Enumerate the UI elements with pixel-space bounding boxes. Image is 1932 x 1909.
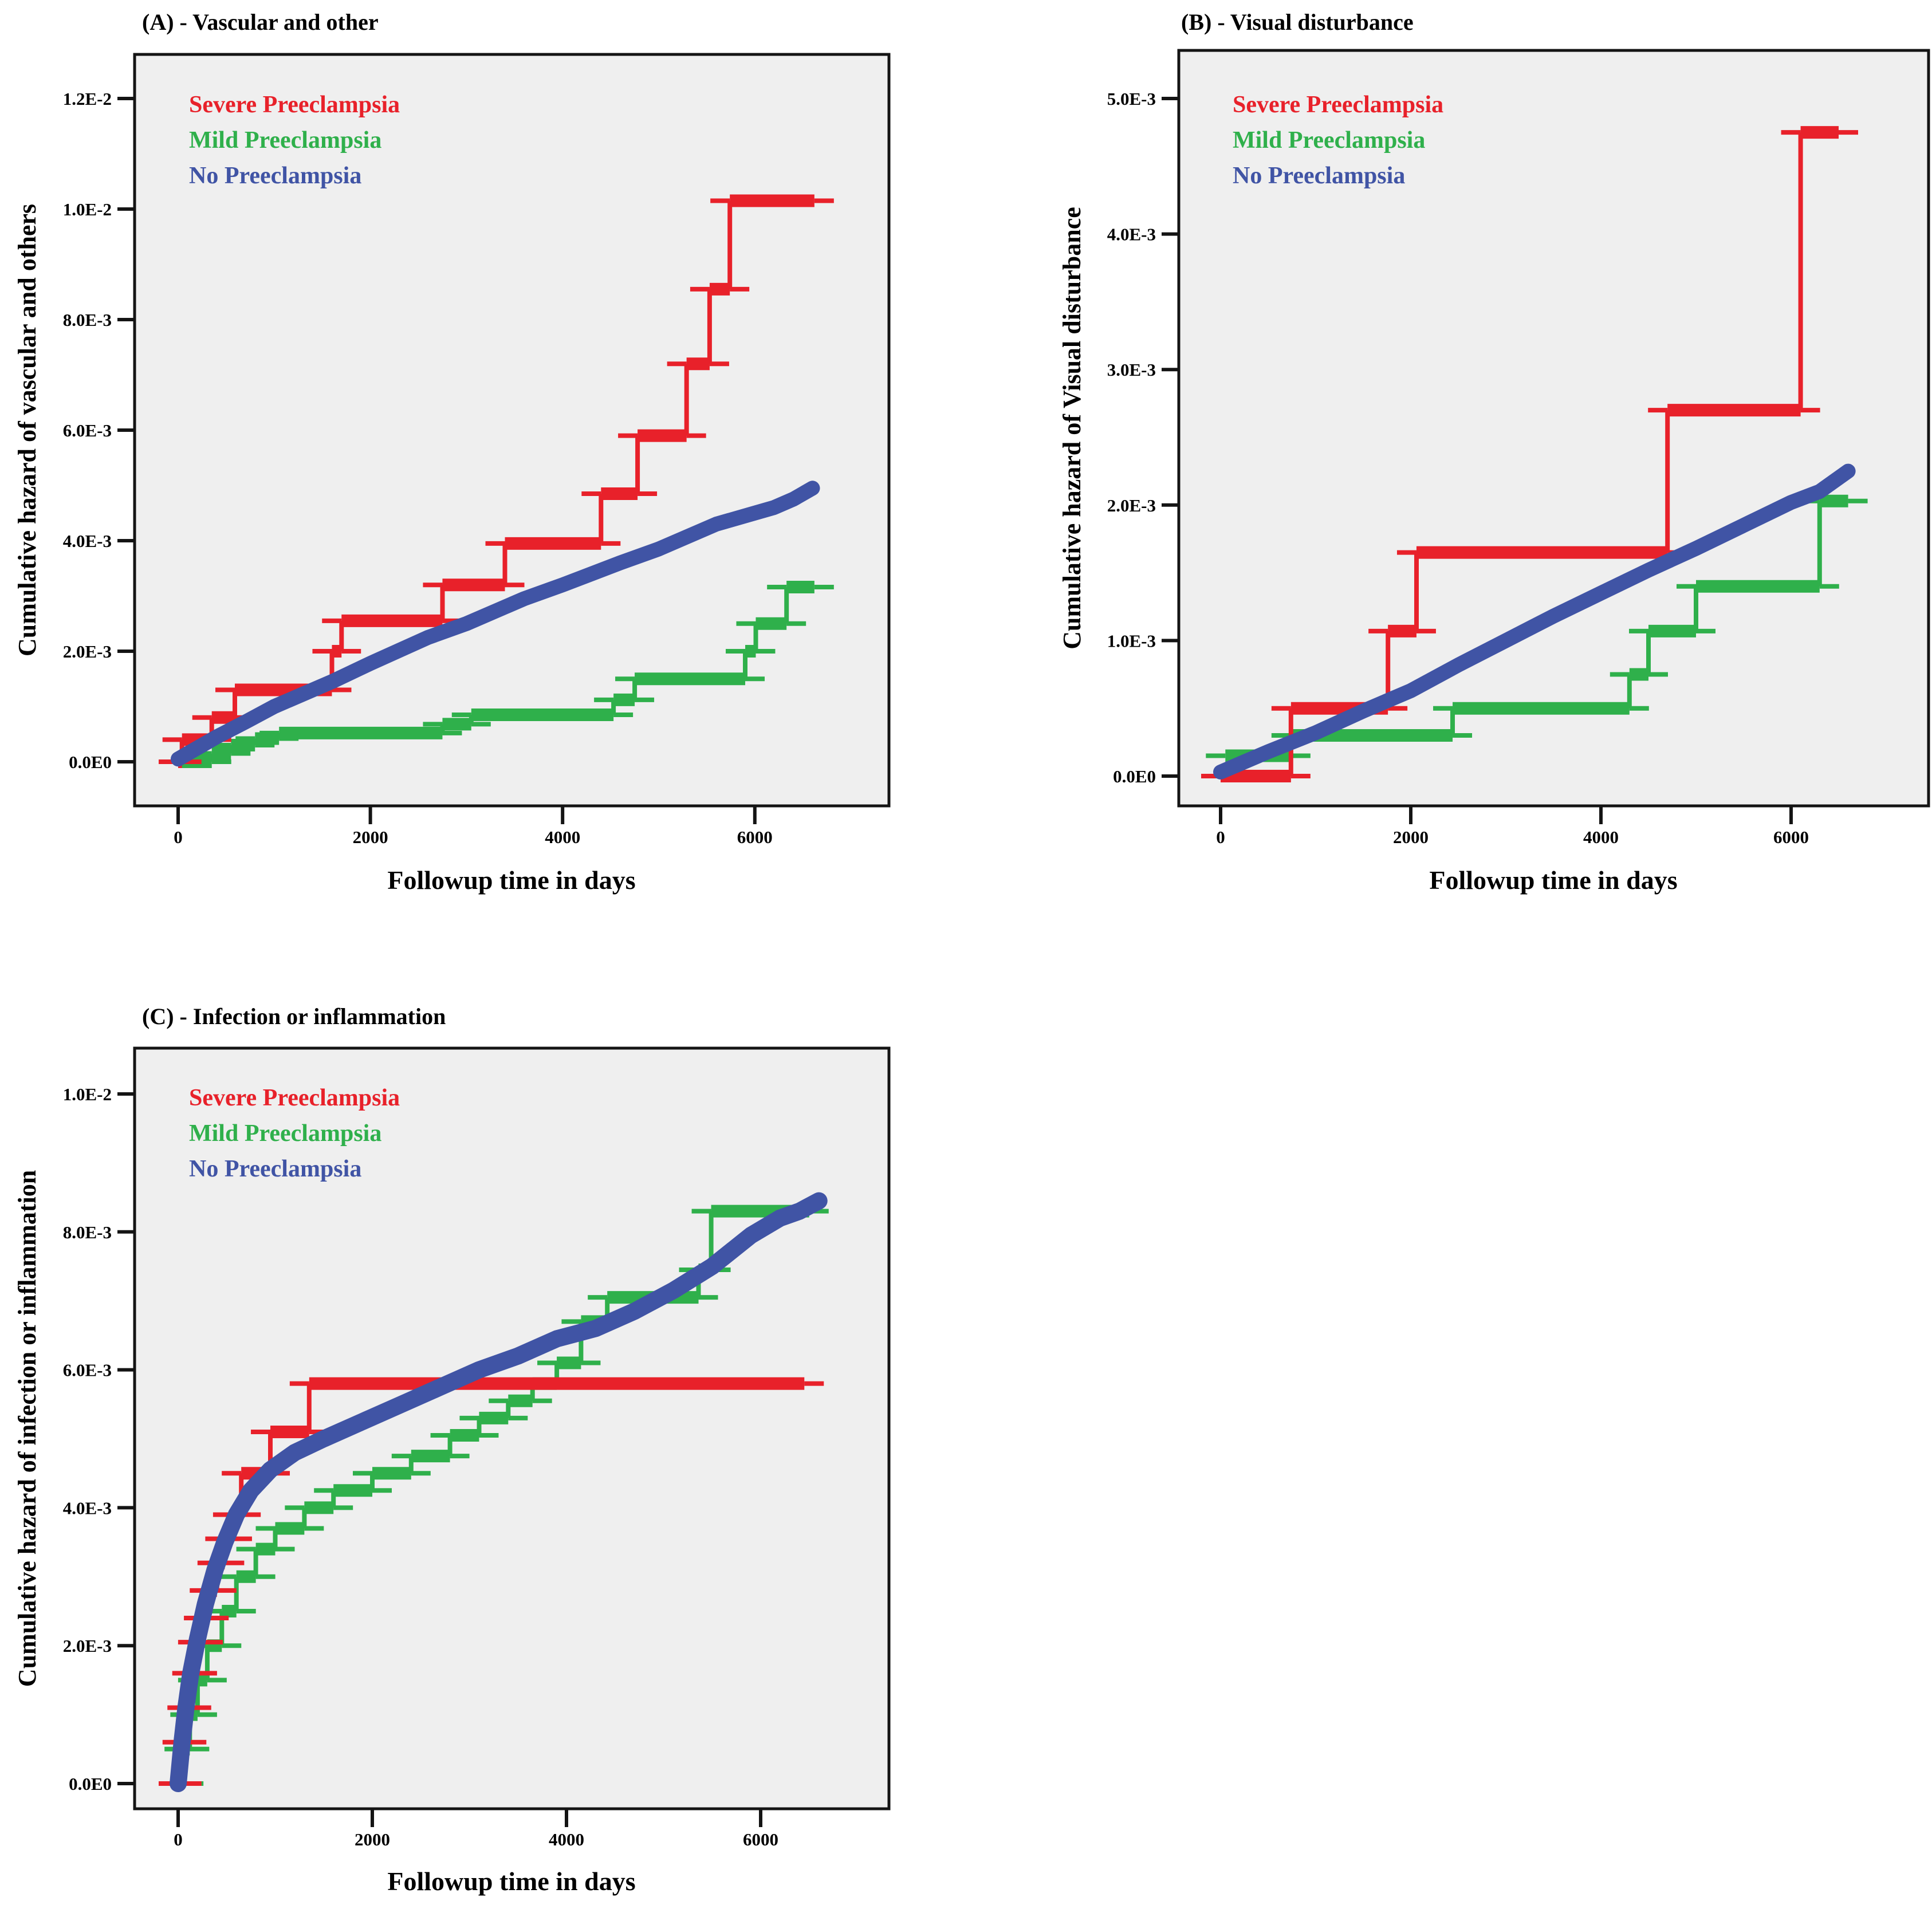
legend: Severe Preeclampsia Mild Preeclampsia No P… [1233,92,1443,189]
series-group [1201,126,1868,782]
legend-item-severe: Severe Preeclampsia [189,92,400,118]
legend-item-mild: Mild Preeclampsia [1233,127,1425,153]
y-tick-label: 0.0E0 [69,1774,112,1794]
series-no-preeclampsia [1213,463,1856,780]
series-group [159,194,834,768]
x-tick-label: 2000 [353,827,388,847]
plot-area [1177,49,1930,808]
panel-b-y-axis-label: Cumulative hazard of Visual disturbance [1058,207,1086,650]
x-tick-label: 4000 [545,827,580,847]
panel-c-y-axis-label: Cumulative hazard of infection or inflam… [13,1170,41,1687]
y-tick-label: 2.0E-3 [63,1636,112,1656]
y-tick-label: 1.0E-3 [1107,631,1156,651]
y-tick-label: 6.0E-3 [63,420,112,440]
legend: Severe Preeclampsia Mild Preeclampsia No P… [189,1085,400,1182]
panel-b-x-axis-label: Followup time in days [1429,865,1677,895]
y-tick-label: 2.0E-3 [1107,495,1156,515]
x-tick-label: 6000 [737,827,773,847]
legend-item-none: No Preeclampsia [189,1156,361,1182]
x-tick-label: 2000 [355,1829,390,1849]
legend: Severe Preeclampsia Mild Preeclampsia No P… [189,92,400,189]
series-group [159,1192,829,1792]
y-tick-label: 5.0E-3 [1107,89,1156,109]
legend-item-severe: Severe Preeclampsia [1233,92,1443,118]
panel-c: (C) - Infection or inflammation 1.0E-2 8.0… [13,1003,891,1896]
panel-b-title: (B) - Visual disturbance [1181,9,1414,35]
y-tick-label: 8.0E-3 [63,310,112,330]
x-tick-label: 0 [174,1829,183,1849]
y-tick-label: 8.0E-3 [63,1222,112,1242]
y-tick-label: 4.0E-3 [63,531,112,551]
y-tick-label: 6.0E-3 [63,1360,112,1380]
y-tick-label: 4.0E-3 [1107,225,1156,245]
y-tick-label: 4.0E-3 [63,1498,112,1518]
x-tick-label: 6000 [743,1829,778,1849]
panel-a-title: (A) - Vascular and other [142,9,379,35]
x-tick-label: 0 [1216,827,1225,847]
panel-a-y-axis-label: Cumulative hazard of vascular and others [13,204,41,656]
panel-a: (A) - Vascular and other 1.2E-2 1.0E-2 8.0E… [13,9,891,895]
y-tick-label: 1.0E-2 [63,199,112,219]
panel-c-x-axis-label: Followup time in days [387,1867,635,1896]
panel-a-x-axis-label: Followup time in days [387,865,635,895]
legend-item-mild: Mild Preeclampsia [189,1120,381,1147]
x-tick-label: 4000 [1583,827,1619,847]
series-no-preeclampsia [170,1192,828,1792]
y-tick-label: 3.0E-3 [1107,360,1156,380]
legend-item-severe: Severe Preeclampsia [189,1085,400,1111]
x-tick-label: 4000 [549,1829,584,1849]
x-tick-label: 2000 [1393,827,1429,847]
series-no-preeclampsia [171,481,820,767]
legend-item-none: No Preeclampsia [189,163,361,189]
y-tick-label: 2.0E-3 [63,641,112,662]
plot-area [133,1046,891,1810]
legend-item-mild: Mild Preeclampsia [189,127,381,153]
y-tick-label: 1.0E-2 [63,1084,112,1104]
x-tick-label: 6000 [1773,827,1809,847]
y-tick-label: 0.0E0 [69,752,112,772]
y-tick-label: 1.2E-2 [63,89,112,109]
y-tick-label: 0.0E0 [1113,766,1156,786]
panel-b: (B) - Visual disturbance 5.0E-3 4.0E-3 3.0E… [1058,9,1930,895]
x-tick-label: 0 [174,827,183,847]
panel-c-title: (C) - Infection or inflammation [142,1003,446,1029]
legend-item-none: No Preeclampsia [1233,163,1405,189]
